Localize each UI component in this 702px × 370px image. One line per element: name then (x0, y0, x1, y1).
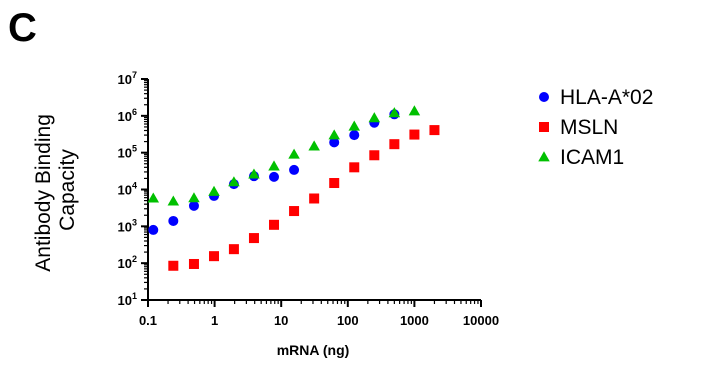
point-icam1 (408, 105, 421, 116)
point-msln (168, 260, 179, 271)
x-tick-label: 100 (337, 313, 359, 328)
point-hla-a-02 (349, 130, 360, 141)
point-icam1 (248, 168, 260, 179)
x-tick-label: 1 (211, 313, 218, 328)
x-tick-label: 10000 (463, 313, 499, 328)
point-icam1 (288, 148, 300, 159)
y-tick-label: 101 (118, 291, 137, 308)
y-axis-title: Antibody Binding Capacity (32, 108, 79, 271)
legend-marker-msln (539, 122, 549, 132)
y-tick-label: 106 (118, 107, 137, 124)
point-icam1 (308, 140, 320, 151)
x-tick-label: 0.1 (139, 313, 157, 328)
chart-marks (147, 105, 440, 271)
point-hla-a-02 (168, 215, 179, 226)
legend-marker-icam1 (538, 151, 550, 162)
y-tick-label: 105 (118, 144, 137, 161)
axes: 0.1 1 10 100 1000 10000 101 102 103 104 105 106 107 (118, 70, 500, 328)
point-msln (209, 251, 220, 262)
point-msln (309, 193, 320, 204)
point-icam1 (328, 129, 340, 140)
legend: HLA-A*02 MSLN ICAM1 (538, 86, 653, 169)
point-hla-a-02 (188, 200, 199, 211)
point-icam1 (228, 176, 240, 187)
point-msln (429, 125, 440, 136)
point-msln (228, 244, 239, 255)
legend-label-msln: MSLN (560, 116, 618, 139)
point-icam1 (368, 112, 381, 123)
x-tick-label: 10 (274, 313, 288, 328)
point-msln (269, 219, 280, 230)
point-msln (329, 178, 340, 189)
point-icam1 (188, 192, 200, 203)
panel-label: C (8, 6, 37, 50)
point-icam1 (208, 185, 220, 196)
x-tick-label: 1000 (400, 313, 429, 328)
y-tick-label: 107 (118, 70, 137, 87)
point-icam1 (167, 195, 180, 206)
point-hla-a-02 (329, 137, 340, 148)
point-icam1 (268, 160, 280, 171)
legend-label-icam1: ICAM1 (560, 146, 624, 169)
point-msln (188, 258, 199, 269)
point-icam1 (147, 192, 160, 203)
y-tick-label: 102 (118, 254, 137, 271)
x-axis-title: mRNA (ng) (277, 342, 350, 358)
legend-marker-hla-a-02 (539, 92, 549, 102)
point-msln (389, 139, 400, 150)
point-hla-a-02 (269, 171, 280, 182)
point-msln (248, 233, 259, 244)
point-msln (289, 206, 300, 217)
point-icam1 (348, 120, 361, 131)
point-hla-a-02 (289, 164, 300, 175)
y-axis-title-line-2: Capacity (56, 149, 79, 231)
point-icam1 (388, 107, 401, 118)
point-hla-a-02 (148, 224, 159, 235)
y-tick-label: 103 (118, 217, 137, 234)
point-msln (349, 162, 360, 173)
y-axis-title-line-1: Antibody Binding (32, 114, 55, 272)
point-msln (409, 129, 420, 140)
y-tick-label: 104 (118, 181, 137, 198)
point-msln (369, 150, 380, 161)
legend-label-hla-a-02: HLA-A*02 (560, 86, 653, 109)
